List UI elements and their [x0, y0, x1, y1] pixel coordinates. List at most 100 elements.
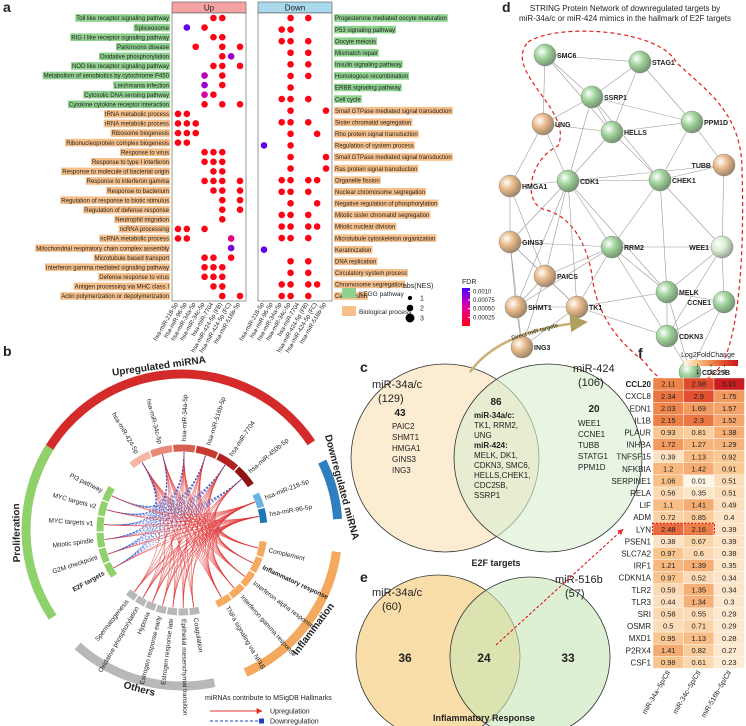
dot [227, 53, 235, 60]
item-arc [216, 453, 239, 471]
row-label: Metabolism of xenobiotics by cytochrome … [44, 74, 170, 80]
dot [304, 95, 312, 103]
dot [304, 292, 312, 300]
dot [278, 176, 286, 184]
row-label: NOD like receptor signaling pathway [72, 64, 169, 70]
row-label-bg [106, 186, 170, 195]
cell-value: 0.51 [722, 476, 737, 485]
cell-value: 0.28 [722, 634, 737, 643]
item-arc [189, 606, 200, 616]
chord [111, 462, 157, 508]
legend-label: Upregulation [270, 709, 310, 716]
dot [287, 49, 294, 57]
cell-value: 0.98 [661, 658, 676, 667]
dot [183, 139, 191, 146]
gene: MELK, DK1, [474, 451, 518, 460]
cell-value: 2.15 [661, 416, 676, 425]
legend-label: KEGG pathway [359, 291, 405, 298]
cell-value: 1.21 [661, 561, 676, 570]
dot [210, 62, 217, 70]
network-node [680, 110, 704, 134]
dot [304, 176, 312, 184]
venn-caption: E2F targets [471, 558, 520, 568]
network-edge [611, 131, 661, 181]
item-arc [98, 547, 110, 564]
set-count: (129) [378, 393, 404, 405]
dot [227, 254, 235, 261]
region-count: 33 [561, 651, 575, 665]
network-edge [509, 241, 613, 248]
network-node [600, 120, 624, 144]
gene-label: PLAUR [624, 428, 651, 437]
node-label: CDC25B [702, 370, 730, 377]
legend-square [259, 718, 264, 724]
group-arc [74, 642, 216, 691]
network-edge [611, 246, 668, 337]
dot [218, 283, 226, 290]
row-label-bg [83, 205, 170, 214]
dot [287, 165, 294, 172]
dot [304, 281, 312, 288]
row-label: Antigen processing via MHC class I [75, 285, 170, 291]
row-label-bg [334, 48, 379, 57]
row-label-bg [98, 273, 170, 281]
dot [287, 200, 294, 207]
dot [313, 130, 321, 138]
network-edge [666, 291, 691, 373]
cell-value: 2.98 [691, 380, 706, 389]
item-arc [234, 466, 254, 488]
cell-value: 1.75 [722, 392, 737, 401]
cell-value: 1.29 [722, 440, 737, 449]
dot [183, 235, 191, 242]
dot [287, 118, 294, 126]
network-node [498, 230, 522, 254]
set-name: miR-424 [573, 363, 615, 375]
dot [201, 273, 208, 281]
cell-value: 0.95 [661, 634, 676, 643]
chord [182, 455, 206, 608]
row-label: rRNA metabolic process [105, 122, 169, 128]
gene: TUBB [578, 441, 599, 450]
network-node [712, 153, 736, 177]
row-label-bg [99, 234, 170, 243]
row-label: Insulin signaling pathway [335, 63, 402, 69]
chord [113, 452, 185, 569]
facet-title: Up [204, 4, 215, 13]
cell-value: 0.92 [722, 452, 737, 461]
gene-label: TNFSF15 [616, 453, 651, 462]
region-count: 36 [398, 651, 412, 665]
row-label-bg [93, 253, 170, 262]
dot [287, 269, 294, 277]
dot [201, 254, 208, 261]
item-label: Estrogen response late [160, 618, 175, 686]
network-node [498, 174, 522, 198]
row-label: Keratinization [335, 248, 371, 254]
cell-value: 2.3 [694, 416, 704, 425]
cell-value: 2.34 [661, 392, 676, 401]
network-edge [544, 54, 641, 63]
cell-value: 2.11 [661, 380, 675, 389]
row-label: Small GTPase mediated signal transductio… [335, 155, 452, 161]
dot [174, 235, 182, 242]
cell-value: 0.39 [722, 537, 737, 546]
gene: CCNE1 [578, 430, 606, 439]
network-node [712, 290, 736, 314]
row-label-bg [61, 167, 170, 176]
dot [210, 168, 217, 175]
cluster-boundary [521, 30, 744, 386]
row-label-bg [334, 257, 378, 266]
set-name: miR-34a/c [372, 587, 423, 599]
cell-value: 1.57 [722, 404, 737, 413]
region-count: 86 [490, 397, 502, 408]
legend-size-label: 2 [420, 306, 424, 313]
gene: CDKN3, SMC6, [474, 461, 530, 470]
row-label: Oxidative phosphorylation [100, 55, 169, 61]
dot [218, 14, 226, 22]
row-label: Sister chromatid segregation [335, 120, 411, 126]
dot [201, 158, 208, 166]
cell-value: 1.35 [691, 585, 706, 594]
row-label-bg [334, 130, 419, 138]
row-label: Ras protein signal transduction [335, 167, 417, 173]
fdr-tick-label: 0.00075 [473, 298, 495, 304]
gene-label: TLR2 [631, 586, 651, 595]
